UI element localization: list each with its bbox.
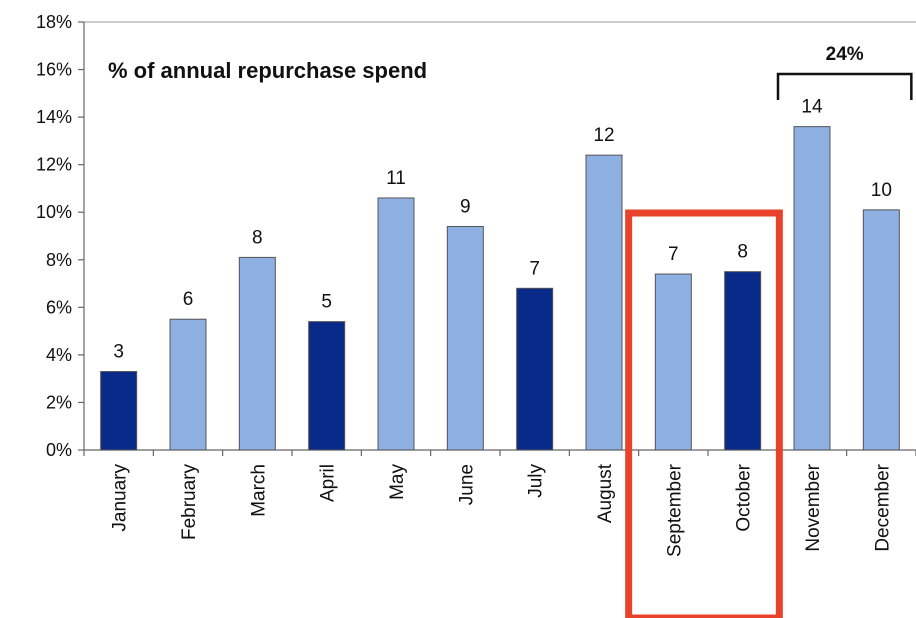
data-label-august: 12 bbox=[593, 125, 614, 146]
y-tick-label: 2% bbox=[46, 392, 72, 412]
data-label-december: 10 bbox=[871, 180, 892, 201]
data-label-february: 6 bbox=[183, 289, 194, 310]
bar-september bbox=[654, 273, 692, 451]
y-tick-label: 0% bbox=[46, 440, 72, 460]
x-tick-label-august: August bbox=[595, 463, 616, 523]
bar-august bbox=[585, 154, 623, 451]
bar-july bbox=[516, 287, 554, 451]
bar-november bbox=[793, 126, 831, 451]
data-label-october: 8 bbox=[737, 242, 748, 263]
data-label-september: 7 bbox=[668, 244, 679, 265]
data-label-march: 8 bbox=[252, 227, 263, 248]
x-tick-label-june: June bbox=[456, 464, 477, 505]
bar-april bbox=[308, 321, 346, 451]
data-label-april: 5 bbox=[321, 292, 332, 313]
x-tick-label-march: March bbox=[248, 464, 269, 517]
data-label-january: 3 bbox=[113, 342, 124, 363]
x-tick-label-january: January bbox=[110, 464, 131, 532]
data-label-july: 7 bbox=[529, 258, 540, 279]
y-tick-label: 4% bbox=[46, 345, 72, 365]
y-tick-label: 16% bbox=[36, 60, 72, 80]
y-tick-label: 18% bbox=[36, 12, 72, 32]
y-tick-label: 8% bbox=[46, 250, 72, 270]
bar-october bbox=[724, 271, 762, 451]
bracket-nov-dec bbox=[776, 72, 913, 100]
y-tick-label: 10% bbox=[36, 202, 72, 222]
x-tick-label-november: November bbox=[803, 463, 824, 551]
bar-may bbox=[377, 197, 415, 451]
data-label-november: 14 bbox=[801, 97, 823, 118]
x-tick-label-december: December bbox=[872, 463, 893, 551]
y-tick-label: 14% bbox=[36, 107, 72, 127]
x-tick-label-september: September bbox=[664, 463, 685, 557]
x-tick-label-october: October bbox=[734, 463, 755, 531]
bracket-label: 24% bbox=[826, 44, 864, 65]
bar-february bbox=[169, 318, 207, 451]
x-tick-label-may: May bbox=[387, 464, 408, 500]
y-tick-label: 12% bbox=[36, 155, 72, 175]
bar-march bbox=[238, 256, 276, 451]
x-tick-label-february: February bbox=[179, 464, 200, 541]
y-tick-label: 6% bbox=[46, 297, 72, 317]
bar-june bbox=[446, 225, 484, 451]
x-tick-label-july: July bbox=[526, 464, 547, 498]
data-label-may: 11 bbox=[386, 168, 406, 189]
data-label-june: 9 bbox=[460, 196, 471, 217]
x-tick-label-april: April bbox=[318, 464, 339, 502]
bar-december bbox=[862, 209, 900, 451]
chart-title: % of annual repurchase spend bbox=[108, 58, 427, 83]
bar-january bbox=[100, 371, 138, 451]
highlight-box bbox=[625, 209, 783, 618]
